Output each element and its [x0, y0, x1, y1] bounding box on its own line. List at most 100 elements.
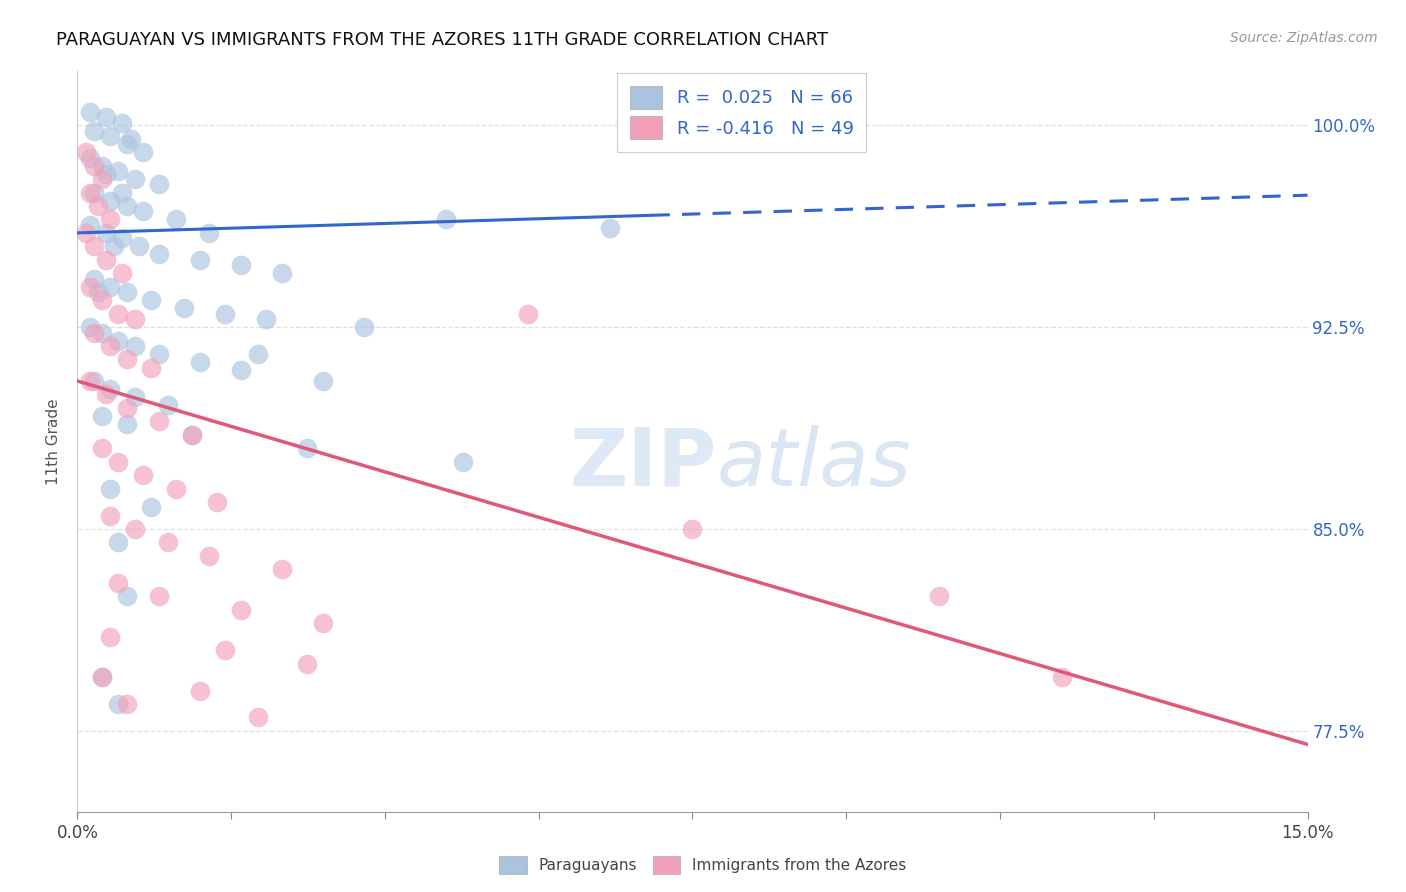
- Point: [94, 252, 117, 267]
- Point: [87, 285, 110, 299]
- Point: [107, 697, 129, 711]
- Point: [148, 590, 170, 604]
- Point: [79, 374, 101, 388]
- Point: [115, 401, 138, 415]
- Point: [90, 172, 114, 186]
- Point: [197, 549, 219, 563]
- Point: [214, 643, 236, 657]
- Point: [682, 522, 704, 536]
- Point: [79, 186, 101, 200]
- Point: [98, 279, 121, 293]
- Point: [90, 670, 114, 684]
- Point: [181, 427, 204, 442]
- Point: [87, 199, 110, 213]
- Point: [231, 258, 253, 272]
- Point: [115, 697, 138, 711]
- Point: [231, 363, 253, 377]
- Point: [83, 271, 105, 285]
- Point: [271, 562, 294, 576]
- Point: [107, 455, 129, 469]
- Point: [83, 123, 105, 137]
- Point: [128, 239, 150, 253]
- Point: [79, 151, 101, 165]
- Point: [98, 194, 121, 208]
- Point: [115, 285, 138, 299]
- Point: [94, 387, 117, 401]
- Point: [156, 535, 179, 549]
- Text: PARAGUAYAN VS IMMIGRANTS FROM THE AZORES 11TH GRADE CORRELATION CHART: PARAGUAYAN VS IMMIGRANTS FROM THE AZORES…: [56, 31, 828, 49]
- Point: [165, 482, 187, 496]
- Point: [124, 172, 146, 186]
- Point: [124, 312, 146, 326]
- Point: [79, 279, 101, 293]
- Point: [188, 355, 212, 369]
- Point: [148, 178, 170, 192]
- Point: [98, 382, 121, 396]
- Point: [75, 226, 97, 240]
- Point: [124, 522, 146, 536]
- Point: [94, 226, 117, 240]
- Point: [107, 307, 129, 321]
- Point: [205, 495, 228, 509]
- Point: [124, 390, 146, 404]
- Point: [517, 307, 540, 321]
- Point: [156, 398, 179, 412]
- Point: [312, 374, 335, 388]
- Point: [197, 226, 219, 240]
- Point: [599, 220, 621, 235]
- Point: [141, 293, 163, 308]
- Point: [120, 131, 142, 145]
- Point: [111, 115, 134, 129]
- Point: [165, 212, 187, 227]
- Point: [107, 334, 129, 348]
- Point: [79, 218, 101, 232]
- Point: [107, 164, 129, 178]
- Point: [271, 266, 294, 280]
- Point: [94, 110, 117, 124]
- Point: [188, 683, 212, 698]
- Legend: Paraguayans, Immigrants from the Azores: Paraguayans, Immigrants from the Azores: [494, 850, 912, 880]
- Point: [90, 159, 114, 173]
- Point: [188, 252, 212, 267]
- Point: [98, 508, 121, 523]
- Point: [214, 307, 236, 321]
- Text: Source: ZipAtlas.com: Source: ZipAtlas.com: [1230, 31, 1378, 45]
- Point: [115, 136, 138, 151]
- Point: [98, 128, 121, 143]
- Point: [98, 630, 121, 644]
- Point: [98, 482, 121, 496]
- Point: [115, 199, 138, 213]
- Point: [132, 145, 155, 160]
- Point: [115, 352, 138, 367]
- Point: [79, 104, 101, 119]
- Point: [94, 167, 117, 181]
- Point: [295, 657, 318, 671]
- Point: [83, 326, 105, 340]
- Point: [90, 442, 114, 456]
- Point: [115, 417, 138, 431]
- Point: [83, 159, 105, 173]
- Point: [107, 535, 129, 549]
- Point: [98, 212, 121, 227]
- Point: [181, 427, 204, 442]
- Point: [246, 710, 269, 724]
- Point: [148, 247, 170, 261]
- Point: [254, 312, 277, 326]
- Point: [79, 320, 101, 334]
- Point: [141, 360, 163, 375]
- Point: [83, 239, 105, 253]
- Point: [90, 326, 114, 340]
- Point: [928, 590, 950, 604]
- Point: [103, 239, 125, 253]
- Point: [148, 414, 170, 428]
- Point: [132, 468, 155, 483]
- Y-axis label: 11th Grade: 11th Grade: [46, 398, 62, 485]
- Point: [90, 293, 114, 308]
- Point: [90, 670, 114, 684]
- Point: [1050, 670, 1073, 684]
- Point: [111, 231, 134, 245]
- Text: atlas: atlas: [717, 425, 912, 503]
- Point: [111, 186, 134, 200]
- Point: [75, 145, 97, 160]
- Point: [83, 186, 105, 200]
